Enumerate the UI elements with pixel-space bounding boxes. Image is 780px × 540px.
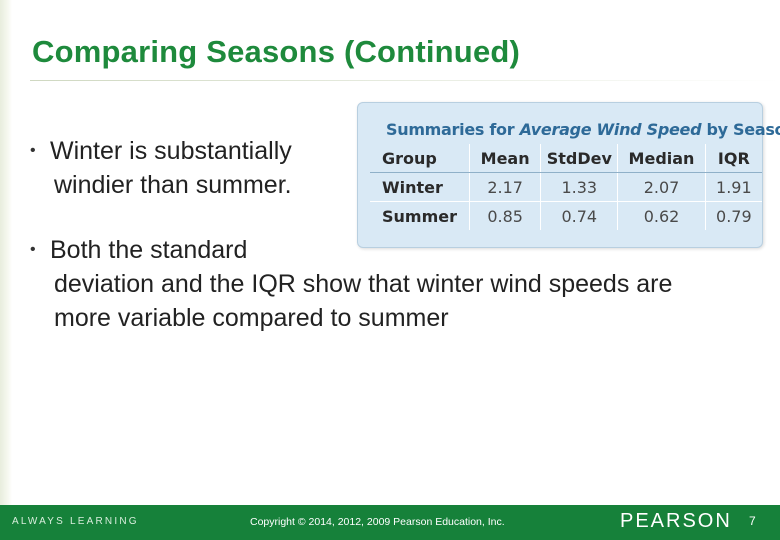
footer-tagline: ALWAYS LEARNING	[12, 516, 139, 527]
table-header-row: Group Mean StdDev Median IQR	[370, 144, 762, 173]
table-title-prefix: Summaries for	[386, 120, 520, 139]
table-row: Winter 2.17 1.33 2.07 1.91	[370, 172, 762, 202]
pearson-logo: PEARSON	[620, 510, 732, 532]
bullet-glyph: •	[30, 142, 36, 159]
bullet-glyph: •	[30, 241, 36, 258]
row-label-summer: Summer	[382, 206, 457, 226]
table-cell: 1.33	[540, 172, 618, 202]
bullet-variability: • Both the standard deviation and the IQ…	[30, 233, 730, 335]
slide-title: Comparing Seasons (Continued)	[32, 34, 521, 69]
table-cell: 0.79	[704, 201, 762, 230]
column-header-mean: Mean	[468, 144, 541, 173]
footer-copyright: Copyright © 2014, 2012, 2009 Pearson Edu…	[250, 516, 505, 528]
column-header-iqr: IQR	[704, 144, 762, 173]
summary-table: Group Mean StdDev Median IQR Winter 2.17…	[370, 144, 762, 230]
footer-bar: ALWAYS LEARNING Copyright © 2014, 2012, …	[0, 505, 780, 540]
column-header-median: Median	[617, 144, 706, 173]
left-edge-decoration	[0, 0, 12, 505]
title-divider	[30, 80, 780, 81]
table-cell: 0.74	[540, 201, 618, 230]
page-number: 7	[749, 514, 756, 528]
row-label-winter: Winter	[370, 172, 470, 202]
bullet-text-line2: deviation and the IQR show that winter w…	[54, 270, 673, 332]
summary-table-panel: Summaries for Average Wind Speed by Seas…	[357, 102, 780, 248]
bullet-text-line1: Winter is substantially	[50, 137, 292, 165]
table-cell: 0.85	[468, 201, 541, 230]
bullet-winter-windier: • Winter is substantially windier than s…	[30, 134, 350, 202]
table-row: Summer 0.85 0.74 0.62 0.79	[370, 201, 762, 230]
bullet-text-line2: windier than summer.	[54, 171, 292, 199]
table-title-emphasis: Average Wind Speed	[519, 120, 702, 139]
bullet-text-line1: Both the standard	[50, 236, 248, 264]
table-cell: 0.62	[617, 201, 706, 230]
summary-table-title: Summaries for Average Wind Speed by Seas…	[386, 120, 780, 139]
table-title-suffix: by Season	[706, 120, 780, 139]
table-cell: 2.07	[617, 172, 706, 202]
table-cell: 1.91	[704, 172, 762, 202]
table-cell: 2.17	[468, 172, 541, 202]
column-header-stddev: StdDev	[540, 144, 618, 173]
column-header-group: Group	[370, 144, 470, 173]
